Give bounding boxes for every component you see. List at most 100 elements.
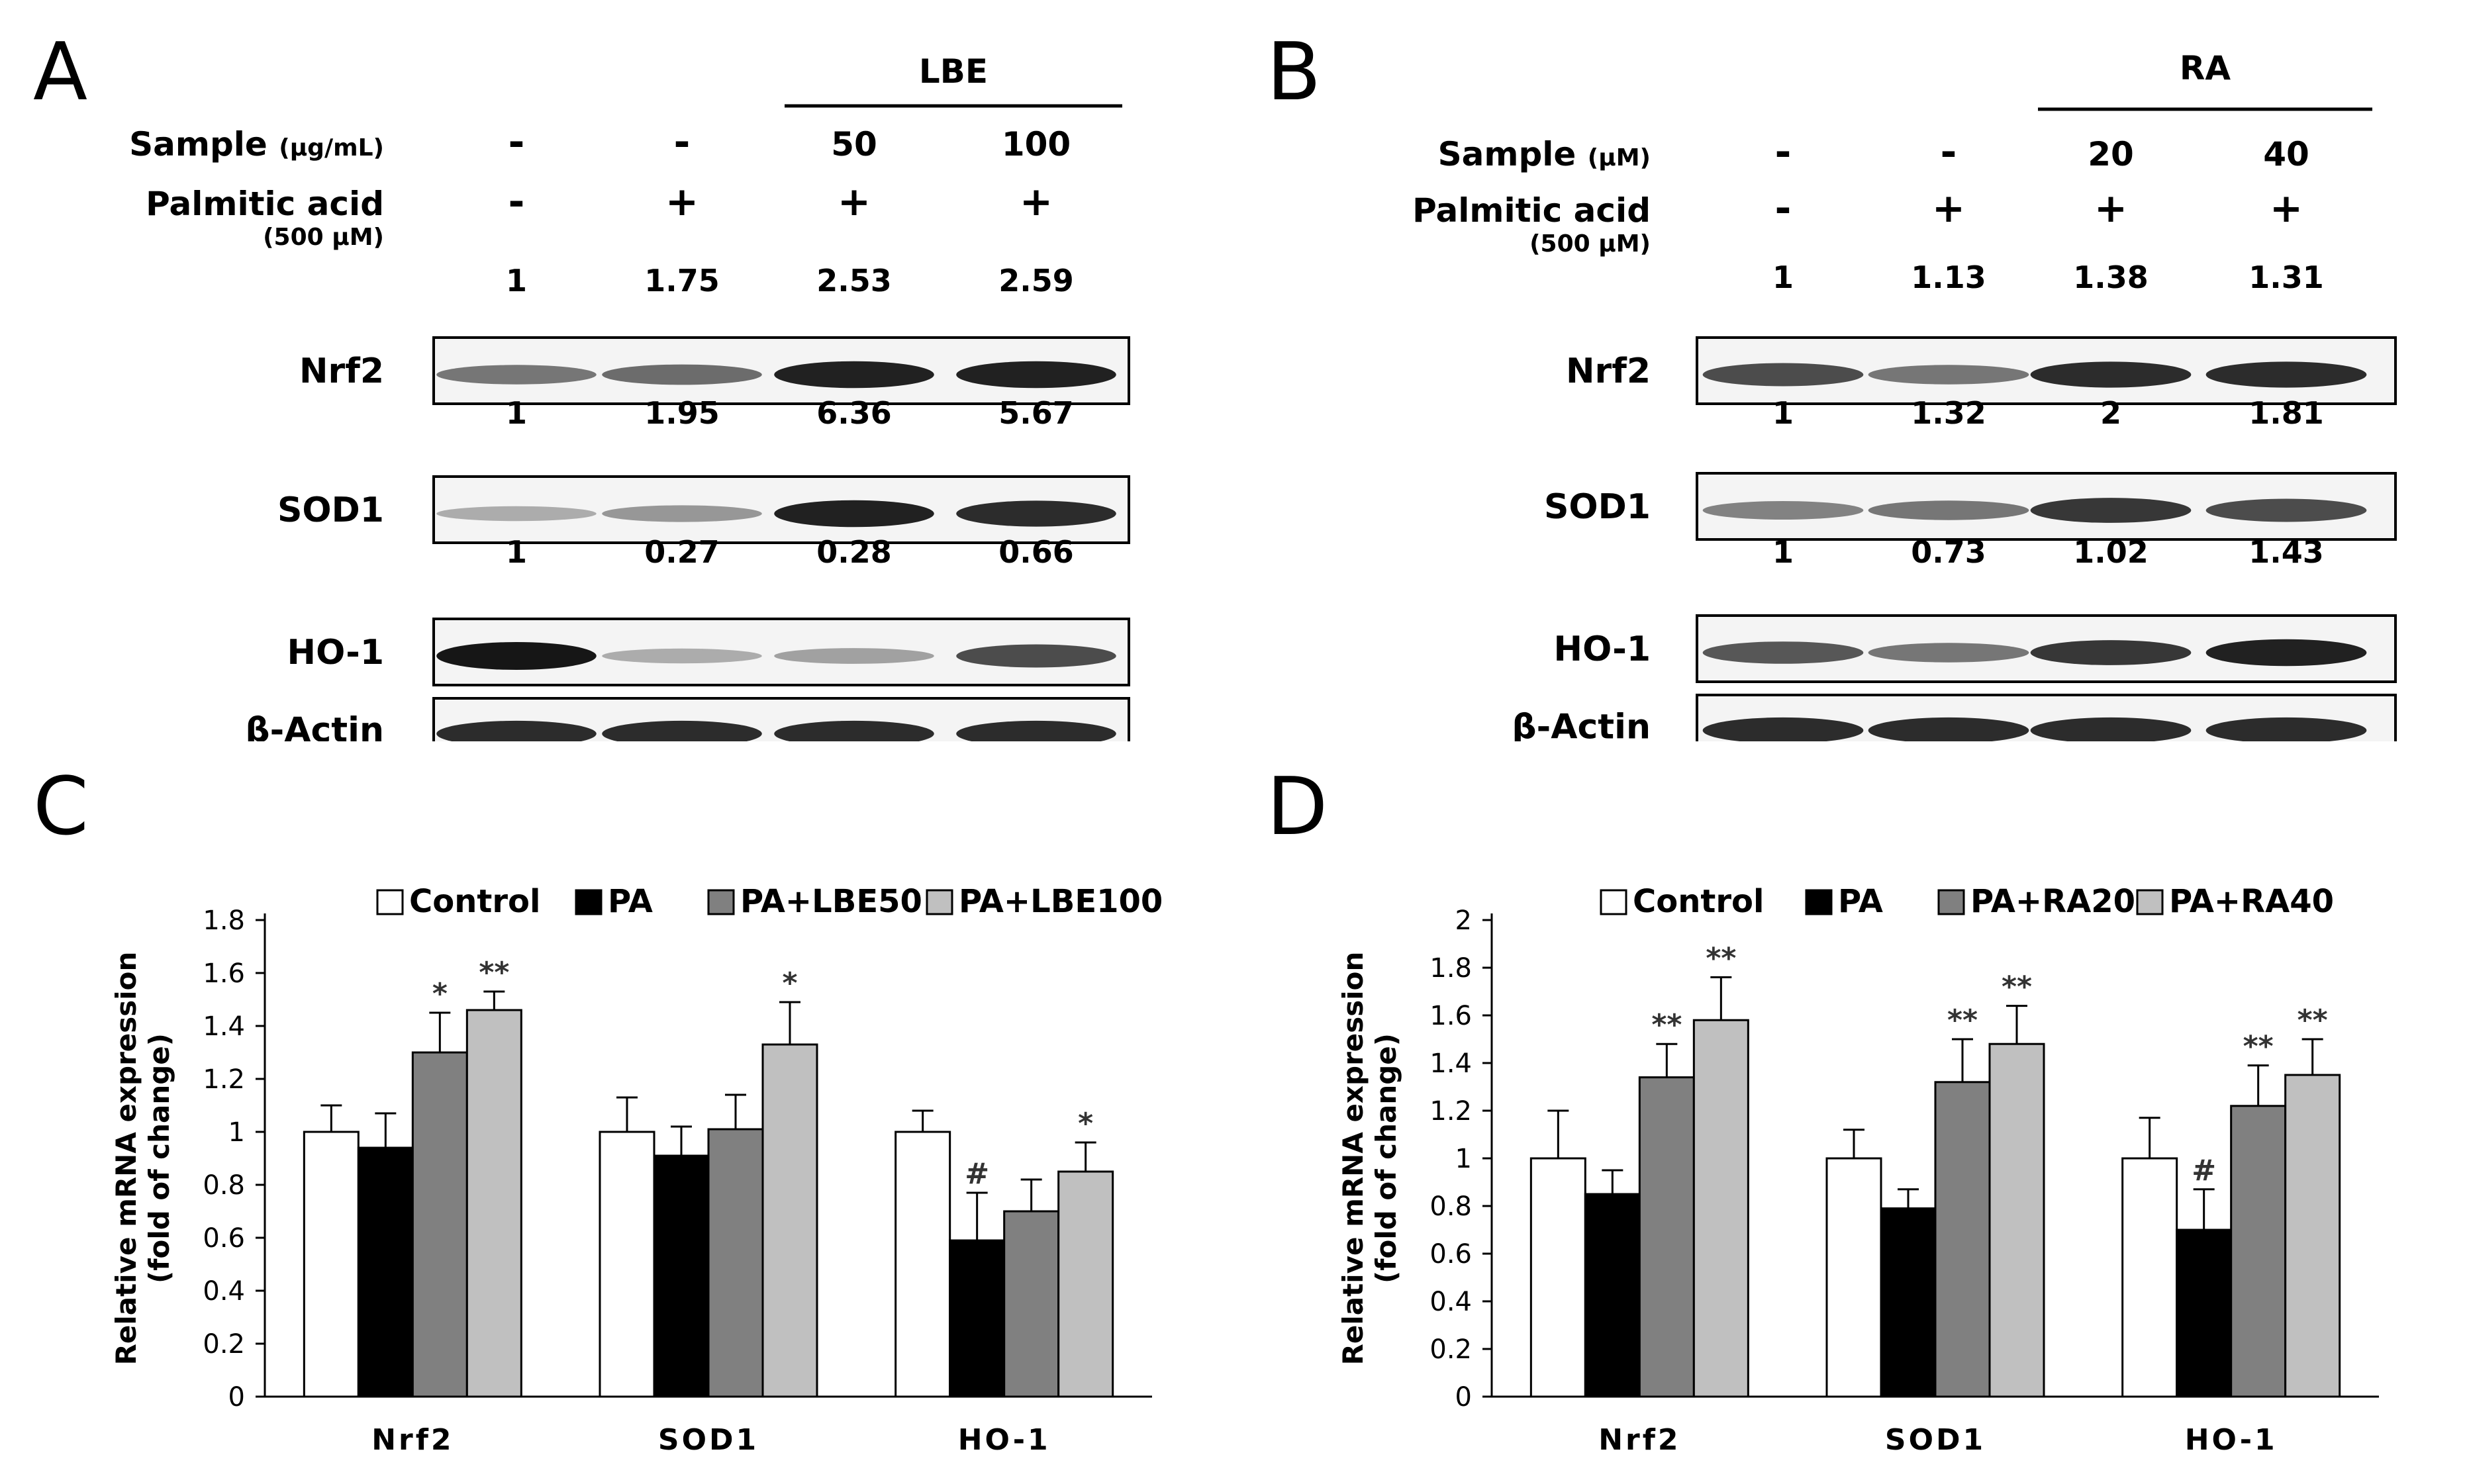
y-axis-title: Relative mRNA expression — [1337, 952, 1369, 1366]
bar — [949, 1239, 1006, 1398]
blot-band — [602, 720, 762, 741]
blot-band — [436, 365, 597, 385]
x-category-label: Nrf2 — [371, 1423, 454, 1457]
bar — [303, 1131, 360, 1398]
palmitic-acid-value: - — [508, 179, 525, 225]
blot-band — [774, 648, 934, 664]
band-ratio: 1 — [506, 534, 527, 570]
band-ratio: 0.28 — [816, 534, 892, 570]
y-tick-label: 0 — [228, 1382, 245, 1413]
y-tick-label: 1.4 — [203, 1011, 245, 1042]
legend-swatch — [707, 889, 735, 915]
bar — [1825, 1157, 1882, 1398]
legend-label: PA — [1838, 883, 1883, 920]
y-tick-label: 0.4 — [1429, 1287, 1472, 1317]
band-ratio: 2 — [2100, 395, 2121, 431]
bar — [2121, 1157, 2178, 1398]
band-ratio: 1 — [1772, 395, 1794, 431]
band-ratio: 1.38 — [2073, 259, 2149, 295]
band-ratio: 2.59 — [998, 263, 1074, 299]
protein-label: HO-1 — [1554, 629, 1651, 669]
sample-label: Sample (μM) — [1438, 135, 1651, 173]
legend-label: PA+RA40 — [2169, 883, 2334, 920]
y-tick-label: 0.8 — [203, 1170, 245, 1201]
bar — [1692, 1019, 1749, 1398]
legend-swatch — [926, 889, 953, 915]
y-tick-label: 0.6 — [203, 1223, 245, 1254]
blot-band — [956, 500, 1116, 527]
bar — [1529, 1157, 1586, 1398]
significance-mark: ** — [2243, 1030, 2274, 1064]
band-ratio: 1.81 — [2249, 395, 2324, 431]
bar — [895, 1131, 951, 1398]
blot-band — [2030, 640, 2192, 665]
significance-mark: ** — [2002, 970, 2032, 1004]
bar — [1638, 1076, 1695, 1398]
blot-band — [956, 361, 1116, 389]
band-ratio: 1.75 — [644, 263, 720, 299]
bar — [1057, 1170, 1114, 1398]
y-tick-label: 1 — [228, 1117, 245, 1148]
sample-value: 20 — [2088, 135, 2134, 173]
panel-label: B — [1267, 26, 1321, 118]
blot-band — [436, 720, 597, 741]
sample-value: 100 — [1002, 125, 1071, 163]
band-ratio: 1 — [1772, 259, 1794, 295]
sample-value: - — [1941, 129, 1957, 175]
legend-label: Control — [409, 883, 540, 920]
legend-swatch — [376, 889, 404, 915]
bar — [2284, 1074, 2341, 1398]
y-tick-label: 1.6 — [203, 958, 245, 989]
blot-panel-b: B RA Sample (μM) Palmitic acid(500 μM) - - 20 4… — [1267, 26, 2397, 742]
panel-label: C — [33, 761, 89, 853]
blot-band — [1702, 641, 1864, 664]
y-axis-subtitle: (fold of change) — [1370, 1033, 1402, 1283]
y-tick-label: 1.2 — [1429, 1096, 1472, 1127]
blot-band — [602, 364, 762, 385]
x-category-label: HO-1 — [2185, 1423, 2278, 1457]
panel-label: D — [1267, 761, 1328, 853]
y-axis-title: Relative mRNA expression — [110, 952, 142, 1366]
band-ratio: 0.27 — [644, 534, 720, 570]
blot-band — [2030, 717, 2192, 741]
legend-swatch — [1937, 889, 1965, 915]
significance-mark: * — [432, 977, 448, 1011]
blot-band — [2205, 717, 2367, 741]
blot-band — [1868, 365, 2029, 385]
significance-mark: * — [1078, 1107, 1093, 1140]
blot-band — [1702, 501, 1864, 520]
band-ratio: 1 — [506, 395, 527, 431]
blot-band — [956, 720, 1116, 741]
band-ratio: 1.32 — [1911, 395, 1986, 431]
protein-label: β-Actin — [1512, 708, 1651, 742]
chart-panel-d: D Control PA PA+RA20 PA+RA40 0 0.2 0.4 0.6 0.8 1 1.… — [1267, 761, 2379, 1457]
bar — [465, 1009, 522, 1398]
x-category-label: HO-1 — [958, 1423, 1051, 1457]
blot-band — [1868, 643, 2029, 663]
palmitic-acid-value: + — [1020, 179, 1053, 225]
band-ratio: 2.53 — [816, 263, 892, 299]
x-category-label: SOD1 — [658, 1423, 759, 1457]
band-ratio: 1.02 — [2073, 534, 2149, 570]
sample-value: - — [674, 119, 691, 165]
bar — [2176, 1229, 2233, 1398]
sample-value: 40 — [2263, 135, 2309, 173]
blot-band — [436, 506, 597, 522]
palmitic-acid-value: + — [665, 179, 699, 225]
legend-swatch — [1805, 889, 1833, 915]
band-ratio: 6.36 — [816, 395, 892, 431]
protein-label: SOD1 — [1544, 487, 1651, 527]
bar — [1003, 1210, 1060, 1398]
significance-mark: * — [782, 966, 797, 1000]
bar — [2230, 1105, 2287, 1398]
legend-swatch — [2136, 889, 2164, 915]
legend-label: PA+RA20 — [1970, 883, 2135, 920]
band-ratio: 1 — [1772, 534, 1794, 570]
blot-band — [1868, 500, 2029, 520]
blot-band — [2205, 498, 2367, 522]
palmitic-acid-label: Palmitic acid — [146, 185, 384, 223]
legend-swatch — [575, 889, 603, 915]
bar — [1934, 1081, 1991, 1398]
bar — [1988, 1043, 2045, 1398]
bar — [411, 1051, 468, 1398]
